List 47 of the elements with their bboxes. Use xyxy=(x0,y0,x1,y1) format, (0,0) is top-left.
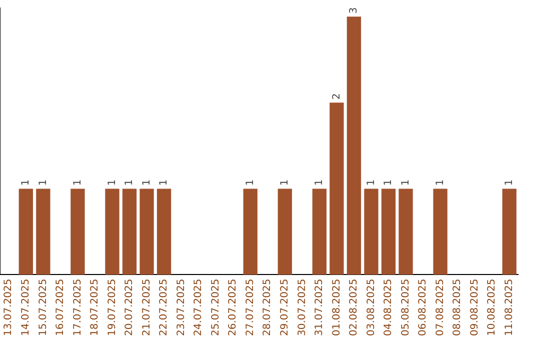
x-tick-label: 13.07.2025 xyxy=(3,278,14,336)
data-label: 3 xyxy=(348,7,360,14)
x-tick-label: 20.07.2025 xyxy=(124,278,136,336)
data-label: 1 xyxy=(366,179,377,186)
x-tick-label: 06.08.2025 xyxy=(418,278,429,336)
x-tick-label: 02.08.2025 xyxy=(348,278,360,336)
x-tick-label: 17.07.2025 xyxy=(72,278,84,336)
x-tick-label: 21.07.2025 xyxy=(141,278,152,336)
data-label: 1 xyxy=(383,179,394,186)
data-label: 1 xyxy=(158,179,170,186)
x-tick-label: 11.08.2025 xyxy=(504,278,515,336)
data-label: 1 xyxy=(400,179,412,186)
data-label: 1 xyxy=(38,179,49,186)
data-label: 1 xyxy=(314,179,326,186)
x-tick-label: 30.07.2025 xyxy=(296,278,308,336)
x-tick-label: 24.07.2025 xyxy=(193,278,204,336)
data-label: 1 xyxy=(504,179,515,186)
x-tick-label: 27.07.2025 xyxy=(244,278,256,336)
x-tick-label: 18.07.2025 xyxy=(90,278,101,336)
x-tick-label: 26.07.2025 xyxy=(228,278,239,336)
data-label: 1 xyxy=(279,179,290,186)
x-tick-label: 01.08.2025 xyxy=(331,278,342,336)
x-tick-label: 16.07.2025 xyxy=(55,278,66,336)
x-tick-label: 04.08.2025 xyxy=(383,278,394,336)
x-tick-label: 08.08.2025 xyxy=(452,278,464,336)
x-tick-label: 14.07.2025 xyxy=(20,278,32,336)
x-tick-label: 10.08.2025 xyxy=(486,278,498,336)
data-label: 1 xyxy=(106,179,118,186)
x-tick-label: 23.07.2025 xyxy=(176,278,187,336)
data-label: 1 xyxy=(124,179,136,186)
x-tick-label: 31.07.2025 xyxy=(314,278,326,336)
x-tick-label: 25.07.2025 xyxy=(210,278,222,336)
data-label: 1 xyxy=(434,179,446,186)
x-tick-label: 15.07.2025 xyxy=(38,278,49,336)
data-label: 1 xyxy=(244,179,256,186)
data-label: 1 xyxy=(141,179,152,186)
x-tick-label: 05.08.2025 xyxy=(400,278,412,336)
x-tick-label: 09.08.2025 xyxy=(469,278,480,336)
x-tick-label: 29.07.2025 xyxy=(279,278,290,336)
x-tick-label: 07.08.2025 xyxy=(434,278,446,336)
x-tick-label: 22.07.2025 xyxy=(158,278,170,336)
x-tick-label: 03.08.2025 xyxy=(366,278,377,336)
data-label: 1 xyxy=(72,179,84,186)
x-tick-label: 28.07.2025 xyxy=(262,278,274,336)
data-label: 2 xyxy=(331,93,342,100)
x-tick-label: 19.07.2025 xyxy=(106,278,118,336)
data-label: 1 xyxy=(20,179,32,186)
